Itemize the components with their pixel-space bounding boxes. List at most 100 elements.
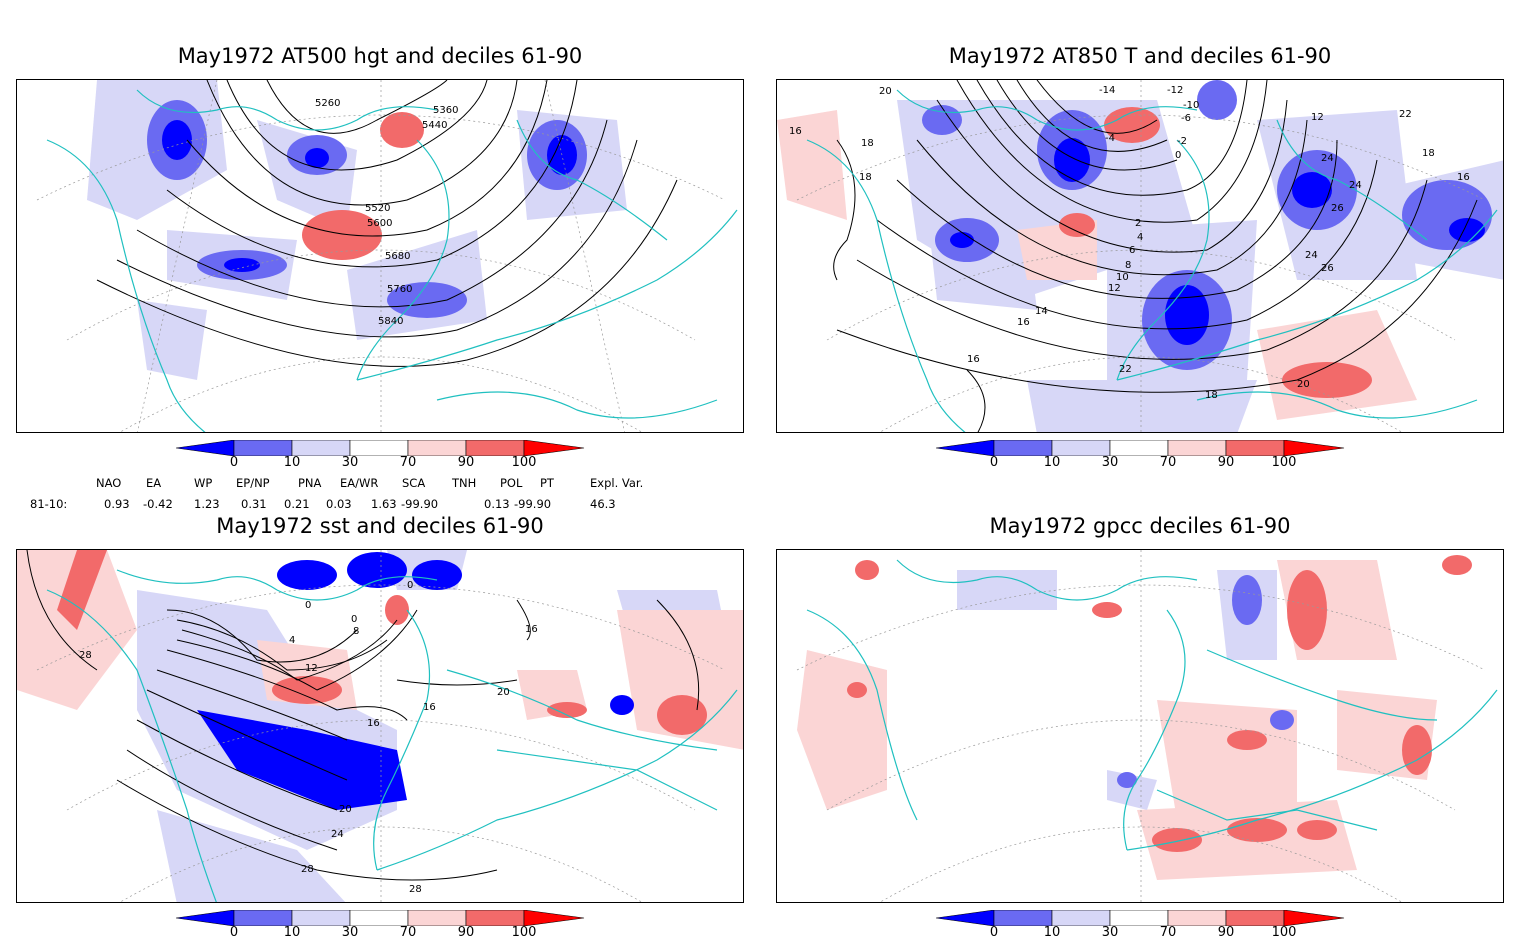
colorbar-label: 100 <box>1271 455 1297 470</box>
colorbar-label: 90 <box>1217 455 1235 470</box>
contour-label: 5360 <box>433 105 458 116</box>
contour-label: 10 <box>1116 272 1129 283</box>
contour-label: 12 <box>1311 112 1324 123</box>
contour-label: 20 <box>339 804 352 815</box>
contour-label: 24 <box>1349 180 1362 191</box>
colorbar-swatch <box>1051 909 1111 927</box>
map-sst: 0 0 4 8 12 16 16 16 20 20 24 28 28 28 0 <box>17 550 743 902</box>
colorbar-swatch <box>1167 909 1227 927</box>
coastlines <box>806 559 1498 851</box>
map-panel-sst: 0 0 4 8 12 16 16 16 20 20 24 28 28 28 0 <box>16 549 744 903</box>
contour-label: 18 <box>1205 390 1218 401</box>
panel-title-gpcc: May1972 gpcc deciles 61-90 <box>989 514 1291 538</box>
anomaly-shading-light-blue <box>897 100 1503 432</box>
panel-title-hgt500: May1972 AT500 hgt and deciles 61-90 <box>177 44 583 68</box>
contour-label: 18 <box>859 172 872 183</box>
sst-contours <box>26 550 700 881</box>
colorbar-label: 30 <box>1101 925 1119 940</box>
index-header: EA/WR <box>340 476 379 490</box>
contour-label: 12 <box>305 663 318 674</box>
index-header: Expl. Var. <box>590 476 644 490</box>
contour-label: 20 <box>1297 379 1310 390</box>
colorbar-label: 0 <box>229 455 239 470</box>
colorbar-label: 30 <box>341 925 359 940</box>
contour-label: 18 <box>861 138 874 149</box>
contour-label: 16 <box>367 718 380 729</box>
colorbar-swatch <box>233 909 293 927</box>
colorbar-label: 90 <box>457 925 475 940</box>
index-value: 1.63 <box>371 497 397 511</box>
index-value: -99.90 <box>514 497 552 511</box>
contour-label: 20 <box>497 687 510 698</box>
colorbar-label: 70 <box>1159 455 1177 470</box>
colorbar-label: 90 <box>457 455 475 470</box>
contour-label: 28 <box>301 864 314 875</box>
colorbar-label: 0 <box>989 455 999 470</box>
colorbar-swatch <box>1167 439 1227 457</box>
colorbar-swatches <box>935 909 1345 927</box>
contour-label: 20 <box>879 86 892 97</box>
colorbar-swatches <box>175 439 585 457</box>
index-value: 0.03 <box>326 497 352 511</box>
colorbar-swatch <box>349 439 409 457</box>
index-header: POL <box>500 476 523 490</box>
colorbar-swatch <box>465 439 525 457</box>
contour-label: 16 <box>525 624 538 635</box>
colorbar-t850: 0 10 30 70 90 100 <box>935 439 1346 480</box>
colorbar-swatch <box>1109 909 1169 927</box>
contour-label: 5760 <box>387 284 412 295</box>
coastlines <box>46 569 738 902</box>
map-gpcc <box>796 550 1498 902</box>
contour-label: 14 <box>1035 306 1048 317</box>
colorbar-swatch <box>935 909 995 927</box>
contour-label: 26 <box>1331 203 1344 214</box>
colorbar-label: 70 <box>399 455 417 470</box>
contour-label: 5840 <box>378 316 403 327</box>
colorbar-swatch <box>175 909 235 927</box>
anomaly-shading-red <box>302 112 424 260</box>
contour-label: -2 <box>1177 136 1187 147</box>
contour-label: 16 <box>789 126 802 137</box>
colorbar-label: 10 <box>283 455 301 470</box>
contour-label: -14 <box>1099 85 1115 96</box>
graticule <box>796 550 1486 902</box>
contour-label: 0 <box>407 580 413 591</box>
contour-label: 12 <box>1108 283 1121 294</box>
colorbar-swatches <box>935 439 1345 457</box>
colorbar-hgt500: 0 10 30 70 90 100 <box>175 439 586 480</box>
contour-label: 28 <box>409 884 422 895</box>
index-value: 0.93 <box>104 497 130 511</box>
colorbar-swatch <box>349 909 409 927</box>
contour-label: 5600 <box>367 218 392 229</box>
contour-label: 24 <box>1321 153 1334 164</box>
colorbar-swatch <box>1283 909 1345 927</box>
map-hgt500: 5260 5360 5440 5520 5600 5680 5760 5840 <box>36 80 738 432</box>
contour-label: 6 <box>1129 245 1135 256</box>
colorbar-label: 70 <box>399 925 417 940</box>
contour-label: -4 <box>1105 133 1115 144</box>
contour-label: 2 <box>1135 218 1141 229</box>
index-row-label: 81-10: <box>30 497 68 511</box>
colorbar-swatch <box>291 439 351 457</box>
anomaly-shading-red <box>57 550 707 735</box>
index-value: 0.13 <box>484 497 510 511</box>
graticule <box>36 80 726 432</box>
colorbar-label: 70 <box>1159 925 1177 940</box>
colorbar-swatch <box>1225 909 1285 927</box>
colorbar-swatch <box>291 909 351 927</box>
contour-label: 22 <box>1399 109 1412 120</box>
contour-label: 5520 <box>365 203 390 214</box>
index-header: NAO <box>96 476 122 490</box>
index-header: EP/NP <box>236 476 270 490</box>
contour-label: 0 <box>1175 150 1181 161</box>
colorbar-label: 10 <box>1043 925 1061 940</box>
index-value: 1.23 <box>194 497 220 511</box>
contour-label: 8 <box>353 626 359 637</box>
map-panel-gpcc <box>776 549 1504 903</box>
colorbar-label: 100 <box>1271 925 1297 940</box>
colorbar-swatch <box>465 909 525 927</box>
contour-label: 5260 <box>315 98 340 109</box>
anomaly-shading-dark-blue <box>950 138 1485 345</box>
contour-label: 22 <box>1119 364 1132 375</box>
index-header: TNH <box>452 476 477 490</box>
